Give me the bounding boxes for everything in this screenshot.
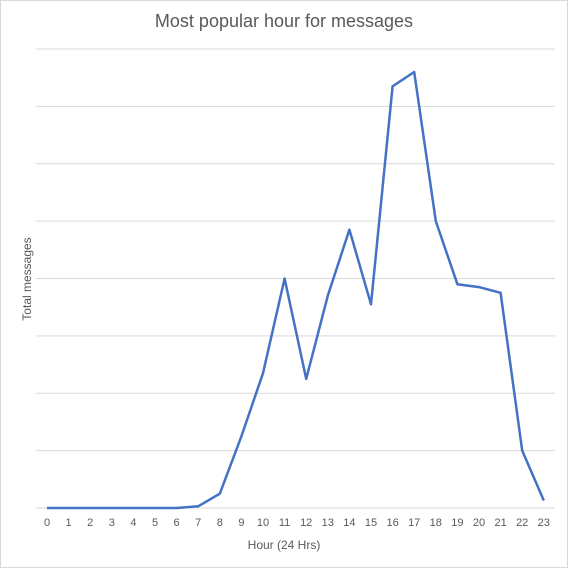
x-tick-label: 6: [174, 517, 180, 529]
data-point: [499, 291, 503, 295]
data-point: [304, 377, 308, 381]
x-tick-label: 8: [217, 517, 223, 529]
x-tick-label: 17: [408, 517, 420, 529]
data-point: [239, 434, 243, 438]
x-tick-label: 15: [365, 517, 377, 529]
x-tick-label: 11: [279, 517, 290, 529]
data-point: [542, 499, 546, 503]
data-point: [261, 371, 265, 375]
data-point: [455, 282, 459, 286]
data-point: [283, 277, 287, 281]
x-tick-label: 16: [386, 517, 398, 529]
series-group: [45, 70, 546, 510]
data-point: [88, 506, 92, 510]
data-point: [391, 84, 395, 88]
x-tick-label: 0: [44, 517, 50, 529]
x-tick-label: 7: [195, 517, 201, 529]
x-tick-label: 5: [152, 517, 158, 529]
x-tick-label: 2: [87, 517, 93, 529]
data-point: [347, 228, 351, 232]
series-line: [47, 72, 544, 508]
data-point: [131, 506, 135, 510]
x-tick-label: 9: [238, 517, 244, 529]
x-tick-label: 14: [343, 517, 355, 529]
x-tick-label: 10: [257, 517, 269, 529]
x-tick-label: 1: [66, 517, 72, 529]
data-point: [110, 506, 114, 510]
data-point: [218, 492, 222, 496]
x-tick-labels: 0 1 2 3 4 5 6 7 8 9 10 11 12 13 14 15 16 17 18 19 20 21 22 23: [44, 517, 550, 529]
gridlines: [36, 49, 555, 508]
data-point: [369, 302, 373, 306]
x-tick-label: 21: [494, 517, 506, 529]
x-tick-label: 19: [451, 517, 463, 529]
x-tick-label: 3: [109, 517, 115, 529]
data-point: [326, 294, 330, 298]
x-tick-label: 20: [473, 517, 485, 529]
x-tick-label: 13: [322, 517, 334, 529]
data-point: [477, 285, 481, 289]
x-tick-label: 22: [516, 517, 528, 529]
x-tick-label: 18: [430, 517, 442, 529]
data-point: [434, 219, 438, 223]
x-tick-label: 4: [130, 517, 136, 529]
data-point: [153, 506, 157, 510]
x-tick-label: 12: [300, 517, 312, 529]
data-point: [196, 504, 200, 508]
x-tick-label: 23: [538, 517, 550, 529]
data-point: [412, 70, 416, 74]
data-point: [45, 506, 49, 510]
data-point: [67, 506, 71, 510]
data-point: [175, 506, 179, 510]
data-point: [520, 449, 524, 453]
